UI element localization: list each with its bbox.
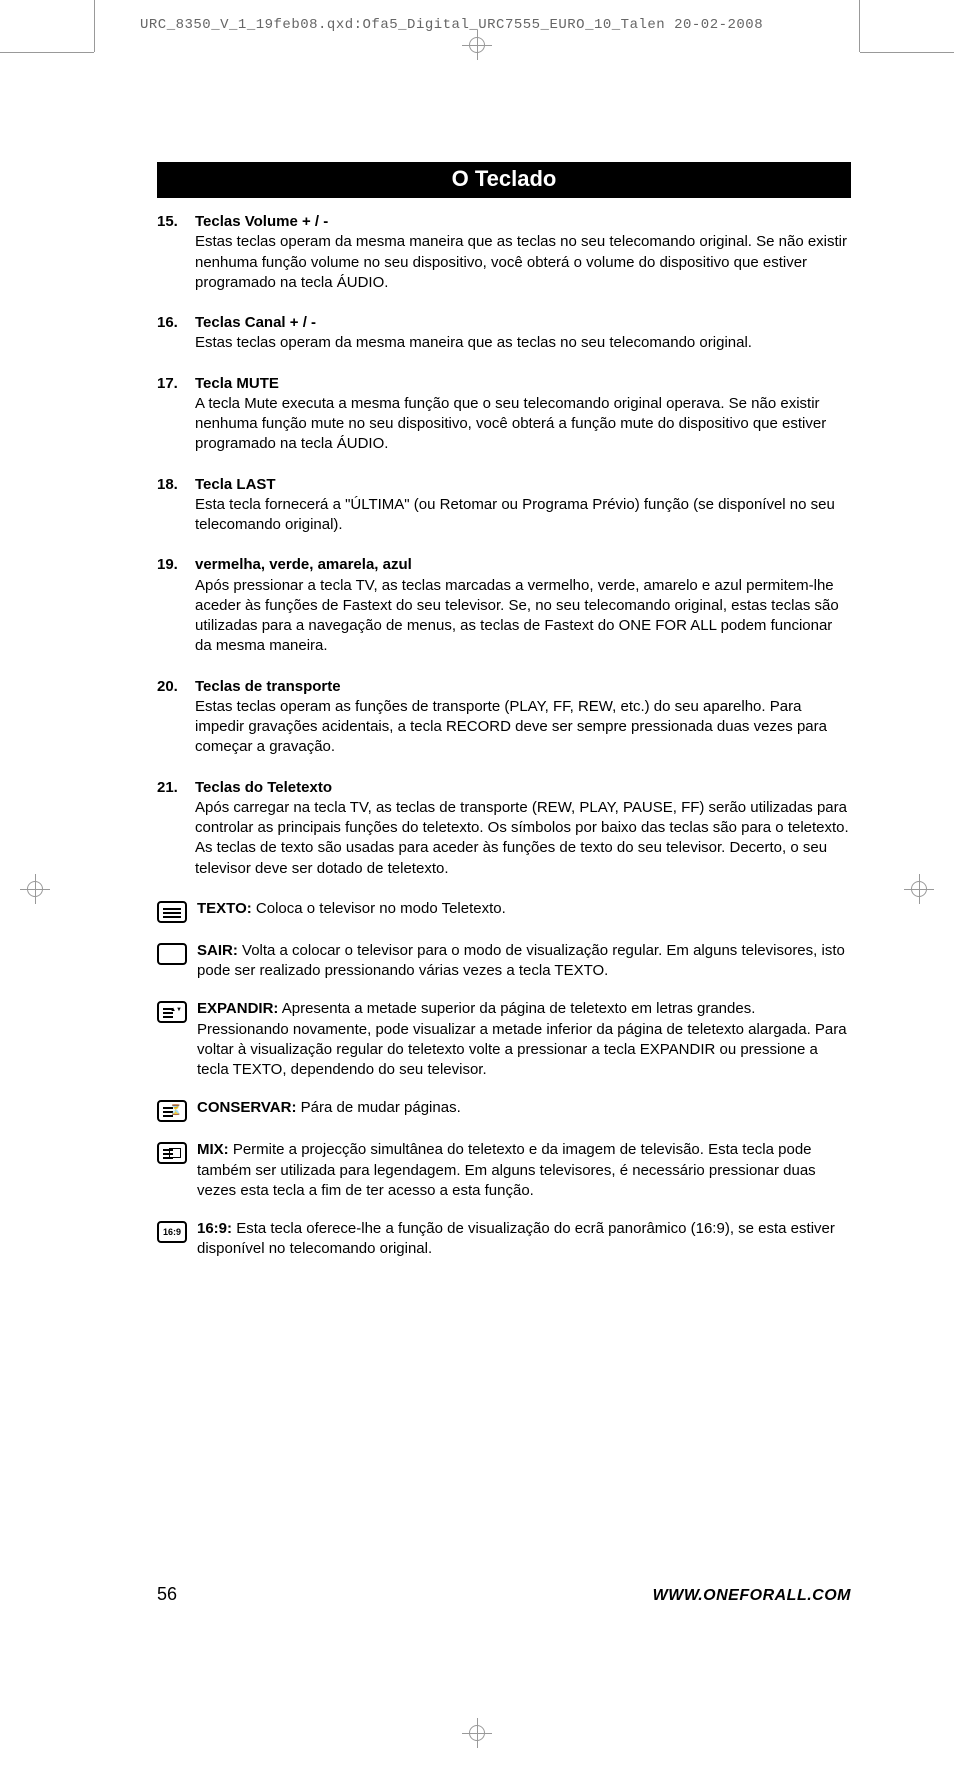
texto-icon [157,901,187,923]
sub-label: CONSERVAR: [197,1099,296,1116]
teletext-row: SAIR: Volta a colocar o televisor para o… [157,941,851,982]
expandir-icon [157,1001,187,1023]
item-title: Teclas Canal + / - [195,314,316,331]
item-number: 20. [157,677,178,697]
sub-label: MIX: [197,1141,229,1158]
sub-text: Coloca o televisor no modo Teletexto. [252,900,506,917]
sub-label: SAIR: [197,942,238,959]
footer: 56 WWW.ONEFORALL.COM [157,1584,851,1605]
teletext-row: EXPANDIR: Apresenta a metade superior da… [157,999,851,1080]
sair-icon [157,943,187,965]
teletext-desc: SAIR: Volta a colocar o televisor para o… [197,941,851,982]
file-header: URC_8350_V_1_19feb08.qxd:Ofa5_Digital_UR… [140,17,763,33]
sub-text: Apresenta a metade superior da página de… [197,1000,847,1078]
sub-label: TEXTO: [197,900,252,917]
teletext-desc: EXPANDIR: Apresenta a metade superior da… [197,999,851,1080]
item-number: 16. [157,313,178,333]
list-item: 16. Teclas Canal + / - Estas teclas operam… [157,313,851,354]
page-number: 56 [157,1584,177,1605]
item-number: 17. [157,374,178,394]
sub-label: EXPANDIR: [197,1000,278,1017]
item-number: 15. [157,212,178,232]
section-title: O Teclado [157,162,851,198]
item-title: Teclas do Teletexto [195,779,332,796]
teletext-desc: MIX: Permite a projecção simultânea do t… [197,1140,851,1201]
mix-icon [157,1142,187,1164]
item-body: Esta tecla fornecerá a "ÚLTIMA" (ou Reto… [195,495,851,536]
website-url: WWW.ONEFORALL.COM [653,1587,851,1605]
item-number: 19. [157,555,178,575]
item-body: A tecla Mute executa a mesma função que … [195,394,851,455]
list-item: 20. Teclas de transporte Estas teclas oper… [157,677,851,758]
sub-text: Permite a projecção simultânea do telete… [197,1141,816,1199]
item-title: vermelha, verde, amarela, azul [195,556,412,573]
item-title: Tecla MUTE [195,375,279,392]
item-number: 18. [157,475,178,495]
list-item: 21. Teclas do Teletexto Após carregar na t… [157,778,851,879]
sub-label: 16:9: [197,1220,232,1237]
teletext-row: MIX: Permite a projecção simultânea do t… [157,1140,851,1201]
list-item: 15. Teclas Volume + / - Estas teclas opera… [157,212,851,293]
list-item: 18. Tecla LAST Esta tecla fornecerá a "ÚLT… [157,475,851,536]
teletext-row: CONSERVAR: Pára de mudar páginas. [157,1098,851,1122]
teletext-row: TEXTO: Coloca o televisor no modo Telete… [157,899,851,923]
item-number: 21. [157,778,178,798]
sub-text: Esta tecla oferece-lhe a função de visua… [197,1220,835,1257]
teletext-desc: TEXTO: Coloca o televisor no modo Telete… [197,899,851,923]
ratio-169-icon: 16:9 [157,1221,187,1243]
conservar-icon [157,1100,187,1122]
item-title: Teclas Volume + / - [195,213,328,230]
teletext-desc: 16:9: Esta tecla oferece-lhe a função de… [197,1219,851,1260]
item-body: Após pressionar a tecla TV, as teclas ma… [195,576,851,657]
list-item: 19. vermelha, verde, amarela, azul Após pr… [157,555,851,656]
item-body: Após carregar na tecla TV, as teclas de … [195,798,851,879]
sub-text: Volta a colocar o televisor para o modo … [197,942,845,979]
item-body: Estas teclas operam as funções de transp… [195,697,851,758]
teletext-desc: CONSERVAR: Pára de mudar páginas. [197,1098,851,1122]
page-content: O Teclado 15. Teclas Volume + / - Estas te… [157,162,851,1278]
item-title: Teclas de transporte [195,678,341,695]
item-body: Estas teclas operam da mesma maneira que… [195,232,851,293]
item-body: Estas teclas operam da mesma maneira que… [195,333,851,353]
list-item: 17. Tecla MUTE A tecla Mute executa a mesm… [157,374,851,455]
sub-text: Pára de mudar páginas. [296,1099,460,1116]
teletext-row: 16:9 16:9: Esta tecla oferece-lhe a funçã… [157,1219,851,1260]
item-title: Tecla LAST [195,476,276,493]
